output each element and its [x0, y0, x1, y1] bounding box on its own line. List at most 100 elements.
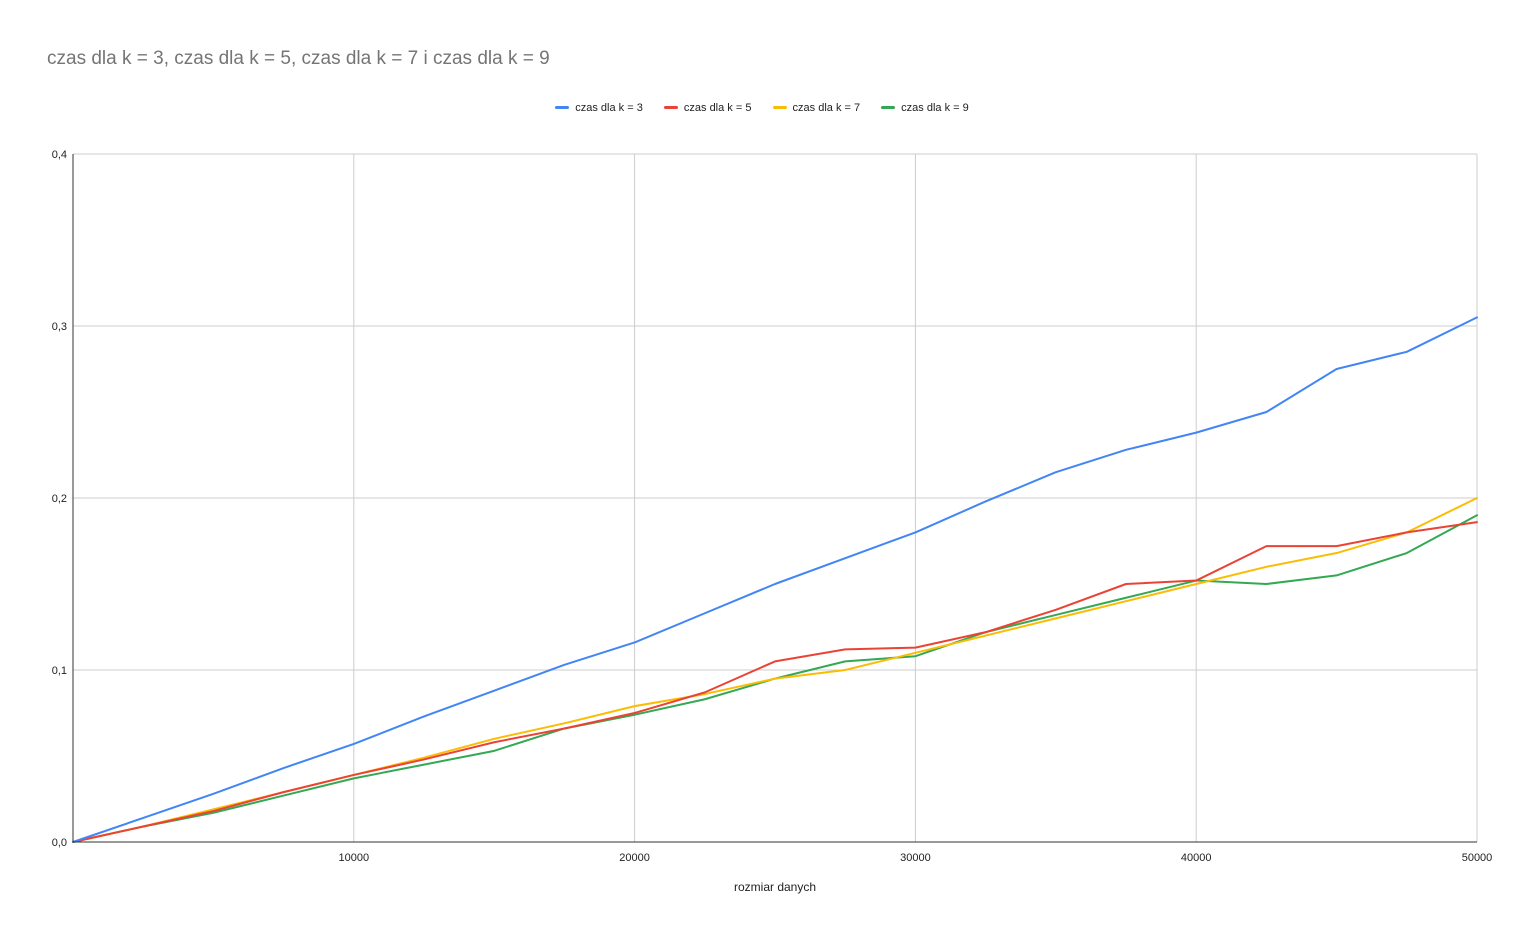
data-point [563, 664, 565, 666]
data-point [1195, 432, 1197, 434]
data-point [844, 557, 846, 559]
data-point [493, 741, 495, 743]
x-tick-label: 40000 [1181, 852, 1212, 864]
data-point [634, 641, 636, 643]
data-point [1476, 521, 1478, 523]
data-point [1265, 583, 1267, 585]
data-point [142, 817, 144, 819]
data-point [423, 715, 425, 717]
data-point [1055, 471, 1057, 473]
data-point [914, 647, 916, 649]
series-line-k3[interactable] [72, 316, 1478, 843]
data-point [1406, 351, 1408, 353]
data-point [1336, 368, 1338, 370]
data-point [353, 743, 355, 745]
data-point [1125, 449, 1127, 451]
data-point [1406, 531, 1408, 533]
data-point [704, 612, 706, 614]
data-point [844, 669, 846, 671]
data-point [563, 727, 565, 729]
legend-label-k3: czas dla k = 3 [575, 102, 643, 114]
data-point [1336, 545, 1338, 547]
data-point [774, 583, 776, 585]
data-point [493, 738, 495, 740]
data-point [1125, 583, 1127, 585]
data-point [423, 758, 425, 760]
data-point [212, 810, 214, 812]
legend-swatch-k7 [772, 105, 787, 109]
data-point [1195, 583, 1197, 585]
data-point [353, 777, 355, 779]
series-layer [72, 316, 1478, 843]
data-point [1265, 545, 1267, 547]
data-point [1265, 411, 1267, 413]
data-point [844, 660, 846, 662]
data-point [844, 648, 846, 650]
legend-label-k9: czas dla k = 9 [901, 102, 969, 114]
data-point [1055, 614, 1057, 616]
data-point [1265, 566, 1267, 568]
legend-item-k5[interactable]: czas dla k = 5 [663, 102, 751, 114]
x-tick-label: 50000 [1462, 852, 1493, 864]
data-point [1055, 617, 1057, 619]
data-point [914, 652, 916, 654]
data-point [774, 660, 776, 662]
legend-item-k3[interactable]: czas dla k = 3 [555, 102, 643, 114]
y-tick-label: 0,3 [52, 321, 67, 333]
legend-swatch-k5 [663, 105, 678, 109]
legend-swatch-k9 [881, 105, 896, 109]
data-point [1195, 580, 1197, 582]
data-point [423, 757, 425, 759]
data-point [283, 767, 285, 769]
series-line-k5[interactable] [72, 521, 1478, 843]
data-point [985, 635, 987, 637]
data-point [774, 678, 776, 680]
data-point [985, 500, 987, 502]
data-point [212, 793, 214, 795]
data-point [1055, 609, 1057, 611]
data-point [493, 750, 495, 752]
y-tick-label: 0,0 [52, 837, 67, 849]
data-point [423, 764, 425, 766]
data-point [563, 722, 565, 724]
data-point [634, 714, 636, 716]
data-point [212, 808, 214, 810]
x-axis-label: rozmiar danych [733, 880, 817, 894]
data-point [914, 655, 916, 657]
y-tick-label: 0,1 [52, 665, 67, 677]
data-point [985, 631, 987, 633]
legend-swatch-k3 [555, 105, 570, 109]
axis-layer: 0,0 0,1 0,2 0,3 0,4 10000 20000 30000 40000 50000 [52, 149, 1493, 864]
data-point [914, 531, 916, 533]
data-point [704, 693, 706, 695]
grid [73, 153, 1478, 842]
data-point [1476, 514, 1478, 516]
x-tick-label: 30000 [900, 852, 931, 864]
y-tick-label: 0,4 [52, 149, 67, 161]
legend-label-k7: czas dla k = 7 [792, 102, 861, 114]
data-point [1336, 552, 1338, 554]
chart-title: czas dla k = 3, czas dla k = 5, czas dla… [47, 48, 550, 69]
data-point [634, 705, 636, 707]
data-point [283, 791, 285, 793]
x-tick-label: 10000 [339, 852, 370, 864]
y-tick-label: 0,2 [52, 493, 67, 505]
data-point [634, 712, 636, 714]
data-point [212, 812, 214, 814]
data-point [493, 690, 495, 692]
data-point [1406, 552, 1408, 554]
data-point [1125, 600, 1127, 602]
legend-item-k9[interactable]: czas dla k = 9 [881, 102, 969, 114]
data-point [1125, 597, 1127, 599]
data-point [1476, 497, 1478, 499]
legend: czas dla k = 3 czas dla k = 5 czas dla k… [0, 102, 1524, 114]
data-point [353, 774, 355, 776]
x-tick-label: 20000 [619, 852, 650, 864]
data-point [142, 826, 144, 828]
data-point [1336, 574, 1338, 576]
data-point [1476, 316, 1478, 318]
data-point [283, 795, 285, 797]
legend-item-k7[interactable]: czas dla k = 7 [772, 102, 861, 114]
data-point [704, 698, 706, 700]
